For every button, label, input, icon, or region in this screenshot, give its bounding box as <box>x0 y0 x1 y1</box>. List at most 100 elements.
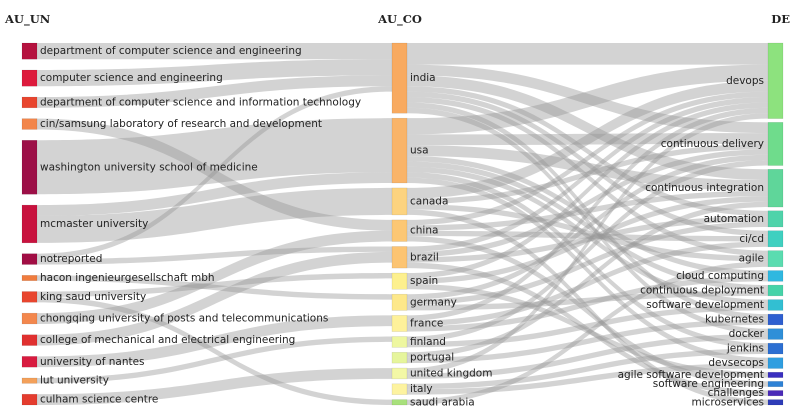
node-label: microservices <box>691 396 764 406</box>
node <box>391 383 408 395</box>
node <box>767 42 784 119</box>
link <box>37 172 392 216</box>
link <box>37 336 392 384</box>
link <box>407 221 768 305</box>
node-label: lut university <box>40 375 109 387</box>
link <box>37 75 392 108</box>
link <box>407 190 768 231</box>
node-label: culham science centre <box>40 394 158 406</box>
node-label: university of nantes <box>40 356 145 368</box>
nodes: department of computer science and engin… <box>21 42 784 406</box>
link <box>407 161 768 291</box>
link <box>407 290 768 311</box>
link <box>407 155 768 276</box>
link <box>407 334 768 379</box>
link <box>407 143 768 205</box>
link <box>407 154 768 300</box>
link <box>407 241 768 327</box>
node <box>767 284 784 297</box>
link <box>407 86 768 217</box>
link <box>407 91 768 226</box>
node-label: spain <box>410 275 438 287</box>
link <box>407 166 768 305</box>
node-label: kubernetes <box>705 314 764 326</box>
link <box>407 201 768 358</box>
node <box>391 367 408 380</box>
node <box>767 371 784 378</box>
node-label: hacon ingenieurgesellschaft mbh <box>40 272 215 284</box>
link <box>37 251 392 346</box>
node-label: notreported <box>40 253 102 265</box>
node <box>767 230 784 248</box>
link <box>407 209 768 405</box>
node <box>21 69 38 87</box>
node <box>21 96 38 109</box>
link <box>37 273 392 297</box>
node <box>21 334 38 346</box>
node-label: agile <box>739 253 764 265</box>
link <box>407 107 768 335</box>
node-label: india <box>410 72 436 84</box>
node-label: washington university school of medicine <box>40 161 258 173</box>
link <box>407 97 768 257</box>
node <box>391 272 408 290</box>
link <box>407 275 768 332</box>
link <box>407 107 768 321</box>
node <box>21 291 38 303</box>
link <box>407 261 768 405</box>
node <box>767 299 784 311</box>
node <box>767 399 784 406</box>
link <box>37 187 392 243</box>
node <box>21 312 38 325</box>
link <box>407 236 768 387</box>
node <box>391 246 408 269</box>
node-label: china <box>410 225 438 237</box>
link <box>37 230 392 324</box>
node-label: brazil <box>410 251 439 263</box>
link <box>407 91 768 237</box>
node <box>21 204 38 244</box>
node-label: france <box>410 317 443 329</box>
node <box>21 356 38 368</box>
node <box>767 328 784 340</box>
node <box>391 352 408 364</box>
node-label: italy <box>410 383 433 395</box>
link <box>407 102 768 320</box>
node-label: agile software development <box>618 369 764 381</box>
node-label: computer science and engineering <box>40 72 223 84</box>
node-label: department of computer science and engin… <box>40 45 302 57</box>
link <box>407 177 768 364</box>
link <box>407 97 768 252</box>
link <box>37 315 392 368</box>
node <box>391 336 408 348</box>
link <box>407 113 768 374</box>
node <box>21 118 38 130</box>
node-label: docker <box>729 328 765 340</box>
link <box>407 172 768 349</box>
node <box>767 210 784 228</box>
link <box>407 80 768 199</box>
node-label: chongqing university of posts and teleco… <box>40 313 328 325</box>
node-label: continuous delivery <box>661 138 764 150</box>
column-title: AU_UN <box>4 12 51 27</box>
node-label: canada <box>410 195 448 207</box>
node-label: saudi arabia <box>410 396 475 406</box>
node <box>21 377 38 384</box>
node <box>391 315 408 332</box>
node <box>767 122 784 166</box>
node-label: devsecops <box>708 357 764 369</box>
column-title: AU_CO <box>377 12 422 27</box>
node-label: germany <box>410 296 457 308</box>
links <box>37 43 768 405</box>
node-label: usa <box>410 145 429 157</box>
link <box>407 75 768 181</box>
link <box>37 296 392 405</box>
link <box>407 160 768 342</box>
node-label: automation <box>704 213 764 225</box>
link <box>37 43 392 60</box>
node-label: cin/samsung laboratory of research and d… <box>40 118 322 130</box>
link <box>407 133 768 146</box>
node-label: software engineering <box>653 378 764 390</box>
node-label: continuous integration <box>645 182 764 194</box>
